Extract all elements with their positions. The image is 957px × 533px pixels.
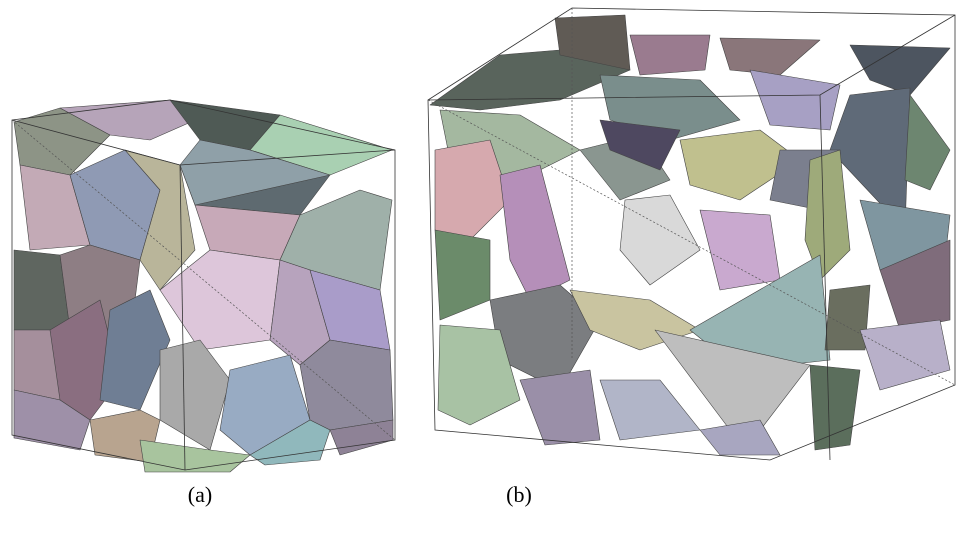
figure: (a) (b) [0, 0, 957, 533]
panel-label: (b) [506, 482, 532, 507]
panel-b-packing [430, 15, 950, 455]
panel-a-packing [14, 100, 393, 472]
panel-label: (a) [188, 482, 212, 507]
